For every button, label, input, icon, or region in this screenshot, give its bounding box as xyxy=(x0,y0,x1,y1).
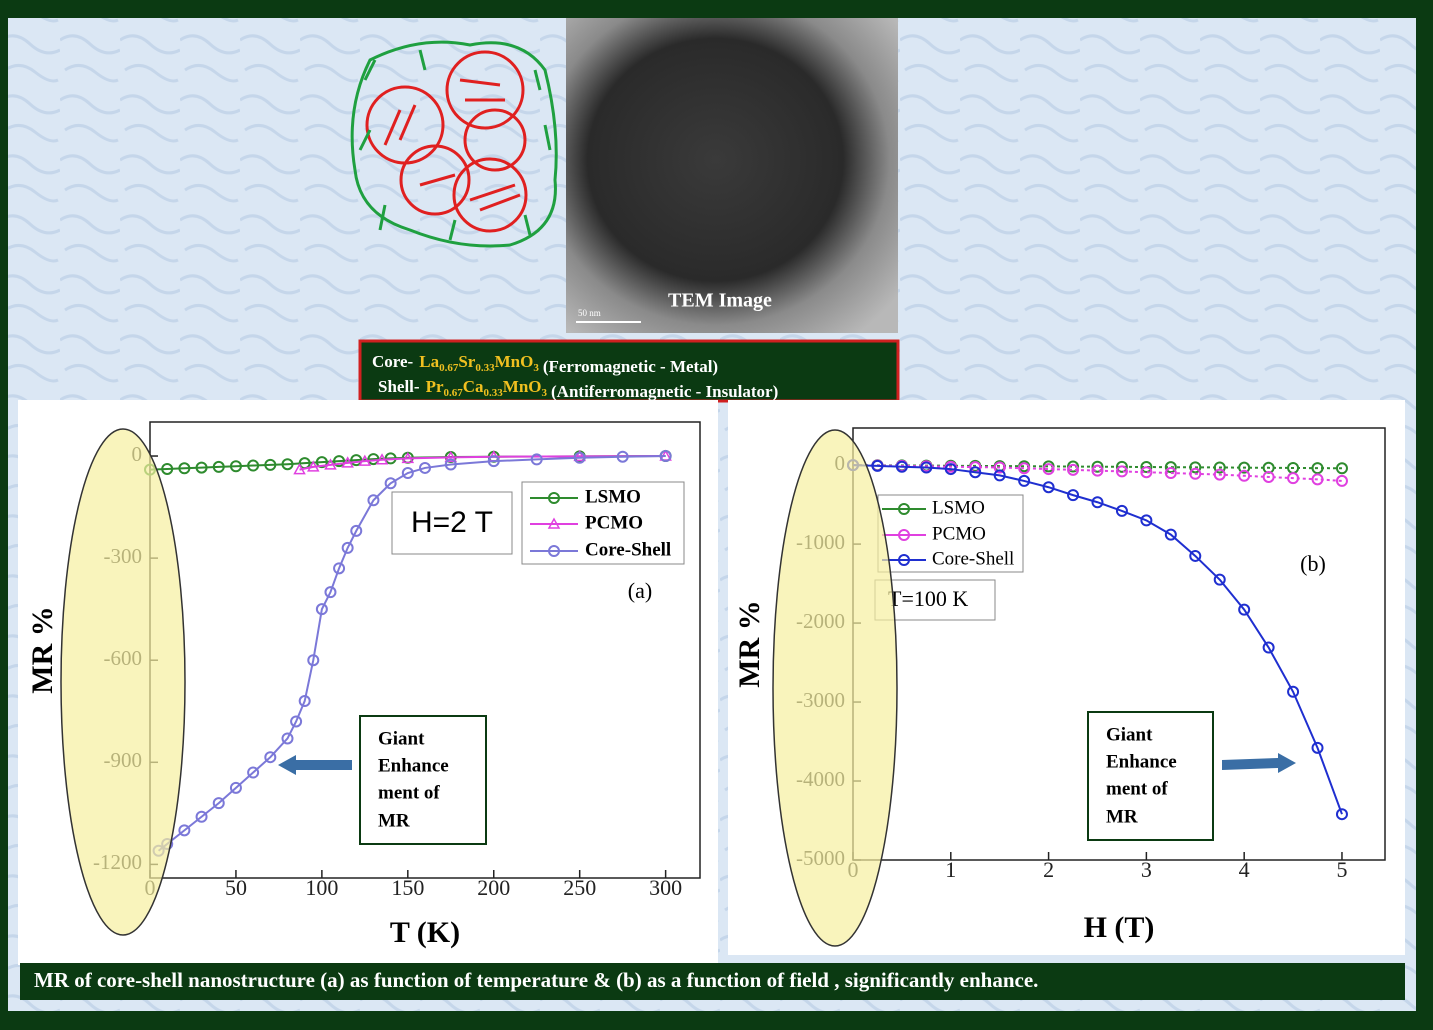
description: (Ferromagnetic - Metal) xyxy=(543,357,718,376)
note-line: MR xyxy=(378,810,410,831)
x-tick-label: 150 xyxy=(391,875,424,900)
x-tick-label: 1 xyxy=(945,857,956,882)
formula-subscript: 3 xyxy=(533,362,539,374)
formula-part: MnO xyxy=(503,377,542,396)
formula-part: MnO xyxy=(495,352,534,371)
x-tick-label: 50 xyxy=(225,875,247,900)
x-tick-label: 100 xyxy=(305,875,338,900)
condition-label: T=100 K xyxy=(888,586,968,611)
x-tick-label: 5 xyxy=(1336,857,1347,882)
highlight-ellipse xyxy=(61,429,185,935)
formula-subscript: 0.67 xyxy=(439,362,459,374)
note-line: Enhance xyxy=(1106,751,1177,772)
tem-label: TEM Image xyxy=(668,290,772,312)
label: Shell- xyxy=(378,377,420,396)
x-tick-label: 4 xyxy=(1239,857,1250,882)
slide: 50 nm TEM Image Core-La0.67Sr0.33MnO3(Fe… xyxy=(0,0,1433,1030)
x-axis-title: T (K) xyxy=(390,916,460,949)
formula-part: Pr xyxy=(426,377,444,396)
note-line: Enhance xyxy=(378,755,449,776)
panel-label: (a) xyxy=(628,578,652,603)
highlight-ellipse xyxy=(773,430,897,946)
note-line: Giant xyxy=(378,728,425,749)
panel-label: (b) xyxy=(1300,551,1326,576)
formula-subscript: 0.33 xyxy=(475,362,495,374)
formula-subscript: 0.33 xyxy=(484,387,504,399)
legend-label: Core-Shell xyxy=(585,539,671,560)
x-tick-label: 250 xyxy=(563,875,596,900)
x-axis-title: H (T) xyxy=(1084,911,1155,944)
tem-image xyxy=(566,18,898,333)
note-line: ment of xyxy=(378,782,440,803)
formula-part: Sr xyxy=(458,352,475,371)
formula-part: La xyxy=(419,352,439,371)
scale-bar-label: 50 nm xyxy=(578,308,601,318)
legend-label: PCMO xyxy=(932,523,986,544)
condition-label: H=2 T xyxy=(411,506,493,539)
formula-part: Ca xyxy=(463,377,484,396)
x-tick-label: 3 xyxy=(1141,857,1152,882)
note-line: ment of xyxy=(1106,778,1168,799)
note-line: Giant xyxy=(1106,724,1153,745)
y-axis-title: MR % xyxy=(26,606,59,693)
y-axis-title: MR % xyxy=(733,600,766,687)
x-tick-label: 200 xyxy=(477,875,510,900)
note-line: MR xyxy=(1106,806,1138,827)
legend-label: LSMO xyxy=(585,486,641,507)
x-tick-label: 300 xyxy=(649,875,682,900)
legend-label: LSMO xyxy=(932,497,985,518)
x-tick-label: 2 xyxy=(1043,857,1054,882)
legend-label: PCMO xyxy=(585,512,643,533)
legend-label: Core-Shell xyxy=(932,548,1014,569)
formula-subscript: 3 xyxy=(542,387,548,399)
description: (Antiferromagnetic - Insulator) xyxy=(551,382,778,401)
caption: MR of core-shell nanostructure (a) as fu… xyxy=(34,968,1038,992)
page: { "slide": { "tem_label": "TEM Image", "… xyxy=(0,0,1433,1030)
label: Core- xyxy=(372,352,414,371)
formula-subscript: 0.67 xyxy=(444,387,464,399)
